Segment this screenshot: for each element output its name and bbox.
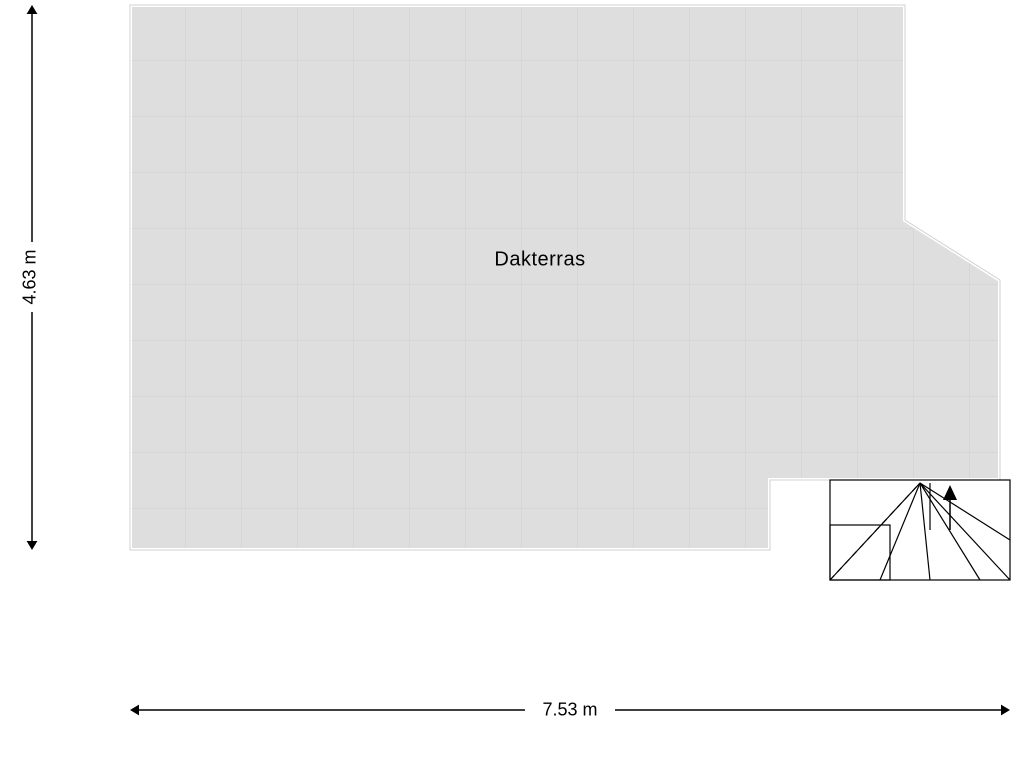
overlay	[0, 0, 1024, 768]
dimension-vertical-label: 4.63 m	[20, 249, 41, 304]
staircase-icon	[830, 480, 1010, 580]
room-label: Dakterras	[494, 249, 585, 272]
dimension-horizontal-label: 7.53 m	[542, 700, 597, 721]
floorplan-stage: Dakterras 4.63 m 7.53 m	[0, 0, 1024, 768]
